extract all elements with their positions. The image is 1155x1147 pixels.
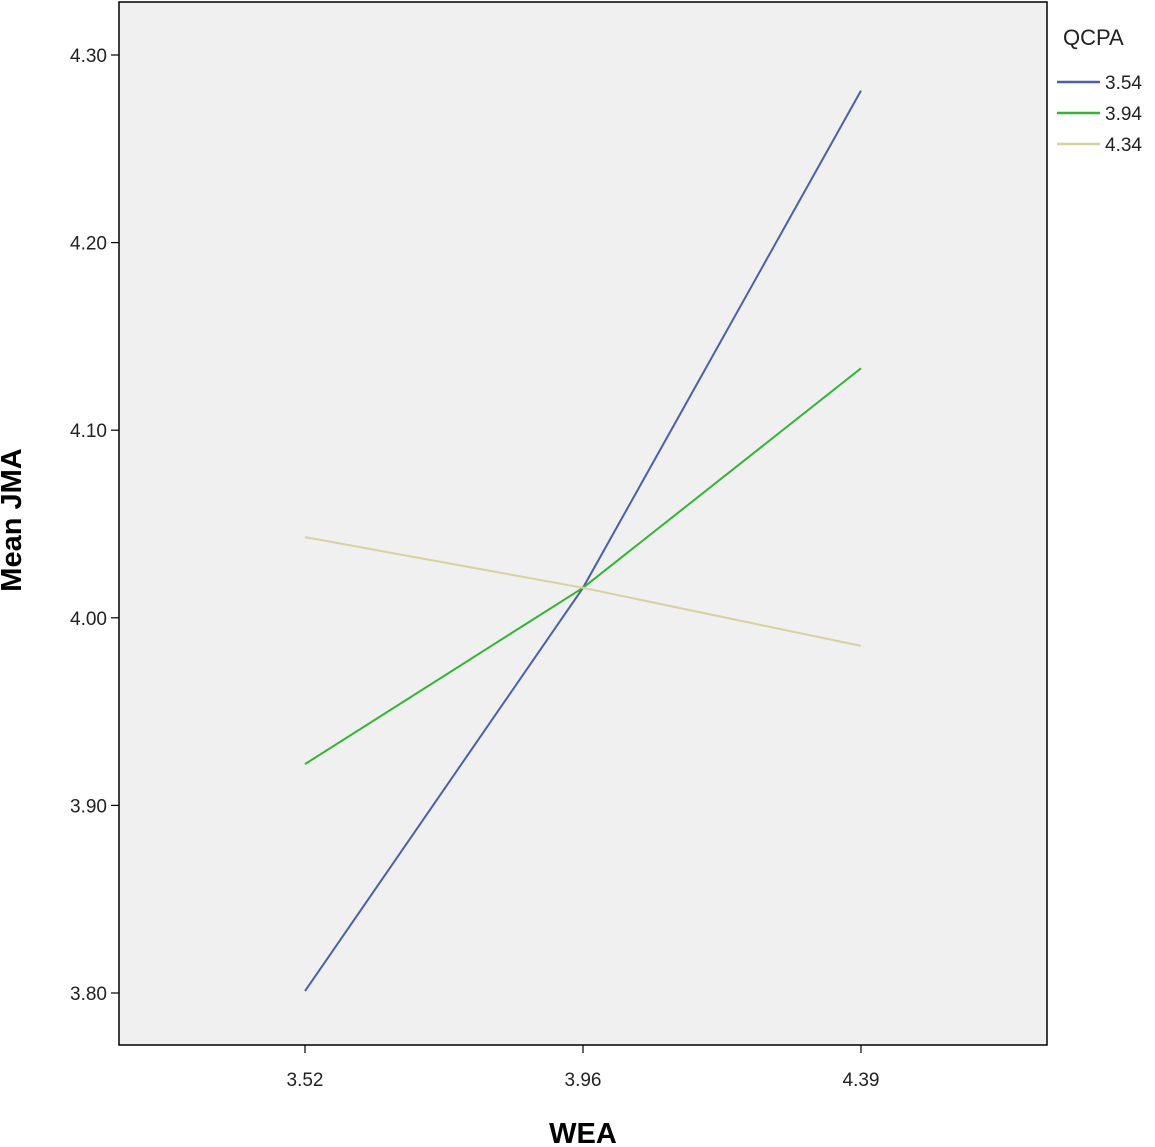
legend-label: 3.54 <box>1105 73 1142 94</box>
legend-label: 4.34 <box>1105 135 1142 156</box>
series-line-4-34 <box>304 536 862 647</box>
x-tick-label: 3.96 <box>565 1070 602 1091</box>
y-tick-label: 4.10 <box>70 421 107 442</box>
y-tick-label: 3.80 <box>70 984 107 1005</box>
x-axis-title: WEA <box>549 1118 617 1147</box>
plot-area <box>118 1 1048 1046</box>
x-tick-label: 4.39 <box>843 1070 880 1091</box>
x-tick-label: 3.52 <box>287 1070 324 1091</box>
y-tick-label: 4.20 <box>70 234 107 255</box>
legend: QCPA 3.54 3.94 4.34 <box>1057 25 1142 156</box>
y-tick-label: 4.30 <box>70 46 107 67</box>
x-axis: 3.52 3.96 4.39 <box>287 1045 880 1091</box>
legend-label: 3.94 <box>1105 104 1142 125</box>
y-tick-label: 4.00 <box>70 609 107 630</box>
y-axis-title: Mean JMA <box>0 448 28 591</box>
y-tick-label: 3.90 <box>70 796 107 817</box>
y-axis: 3.80 3.90 4.00 4.10 4.20 4.30 <box>70 46 119 1005</box>
legend-title: QCPA <box>1063 25 1124 50</box>
series-lines <box>304 90 862 992</box>
